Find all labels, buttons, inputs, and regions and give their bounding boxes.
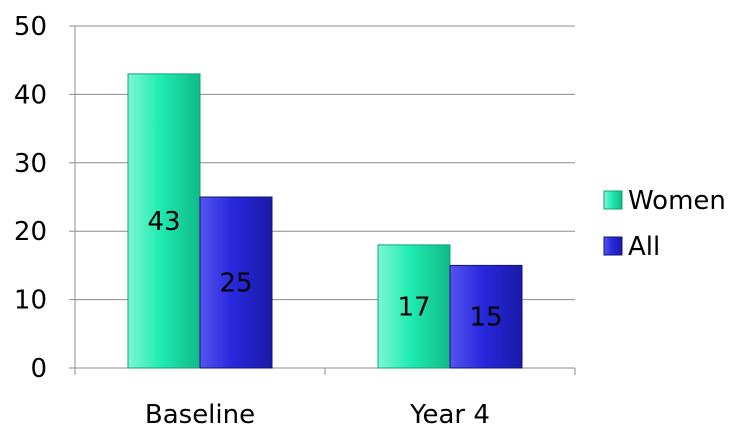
data-label: 17 [397,292,430,322]
data-label: 15 [469,303,502,333]
legend-swatch-all [603,236,623,256]
y-tick-label: 30 [14,149,47,179]
bar-women-year-4 [377,244,451,369]
bar-all-year-4 [449,264,523,369]
bars [127,73,523,369]
y-axis-tick-labels: 0 10 20 30 40 50 [14,12,47,384]
data-label: 25 [219,269,252,299]
legend: Women All [603,186,726,262]
bar-women-baseline [127,73,201,369]
data-label: 43 [147,207,180,237]
y-tick-label: 20 [14,217,47,247]
x-category-label: Year 4 [409,400,490,429]
bar-all-baseline [199,196,273,369]
data-labels: 43 25 17 15 [147,207,502,333]
y-tick-label: 40 [14,80,47,110]
y-tick-label: 10 [14,286,47,316]
y-tick-label: 0 [30,354,47,384]
x-axis-category-labels: Baseline Year 4 [145,400,490,429]
legend-label-all: All [628,232,660,262]
legend-swatch-women [603,190,623,210]
legend-label-women: Women [628,186,726,216]
x-category-label: Baseline [145,400,255,429]
y-tick-label: 50 [14,12,47,42]
